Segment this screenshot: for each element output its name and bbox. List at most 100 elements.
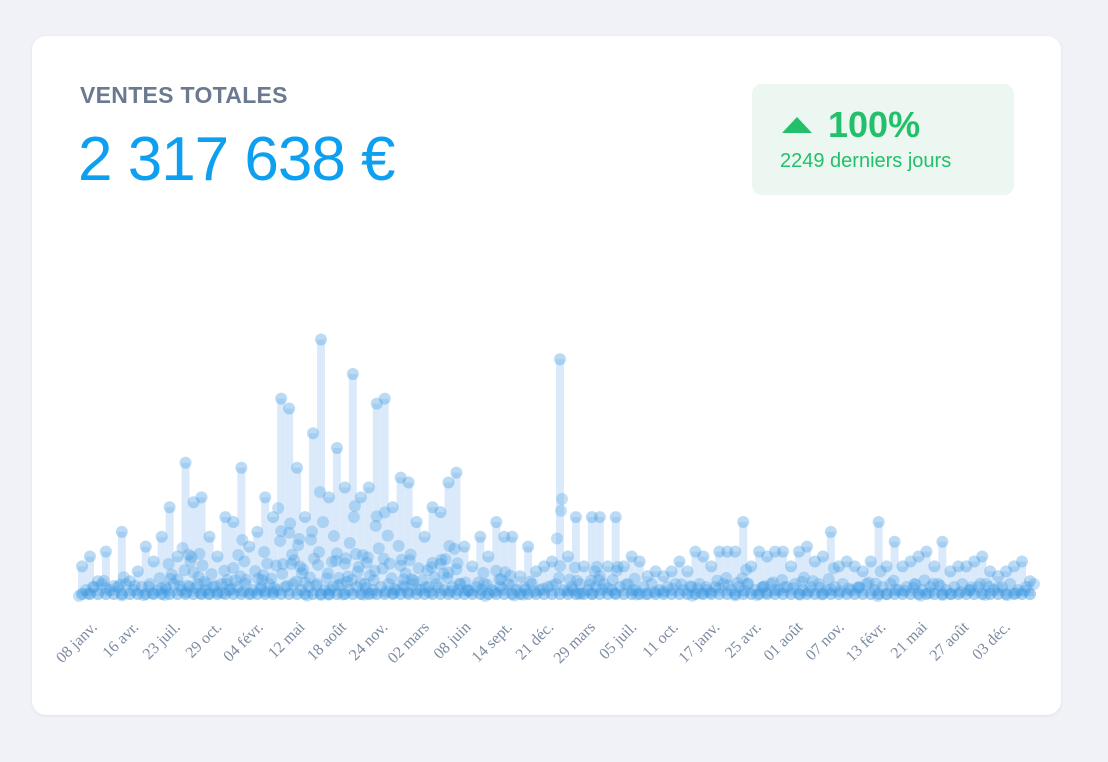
data-point <box>227 588 240 600</box>
data-point <box>346 588 359 600</box>
data-point <box>103 584 116 596</box>
data-point <box>163 588 176 600</box>
data-stem <box>667 571 676 596</box>
data-point <box>585 511 598 524</box>
data-point <box>329 554 342 567</box>
data-point <box>189 581 202 594</box>
data-point <box>705 588 718 600</box>
data-point <box>382 578 395 590</box>
data-stem <box>476 536 485 596</box>
data-point <box>856 588 869 600</box>
data-point <box>928 588 941 600</box>
data-point <box>271 584 284 596</box>
data-point <box>272 502 285 515</box>
data-point <box>259 585 272 598</box>
data-point <box>518 581 531 593</box>
data-stem <box>356 497 365 596</box>
x-tick-label: 13 févr. <box>843 619 890 666</box>
data-point <box>514 588 527 600</box>
data-point <box>876 581 889 593</box>
data-point <box>557 584 570 596</box>
data-point <box>339 552 352 565</box>
data-stem <box>165 507 174 596</box>
data-point <box>793 588 806 601</box>
data-point <box>553 560 566 573</box>
data-point <box>561 584 574 597</box>
data-point <box>370 588 383 600</box>
data-point <box>327 530 340 543</box>
data-point <box>356 549 369 562</box>
x-tick-label: 18 août <box>304 618 350 664</box>
data-point <box>227 562 240 575</box>
data-point <box>73 590 85 602</box>
data-stem <box>524 546 533 596</box>
data-point <box>853 581 866 594</box>
data-point <box>299 511 312 524</box>
data-point <box>920 588 933 600</box>
data-point <box>346 368 359 380</box>
data-point <box>499 566 512 579</box>
data-point <box>669 578 682 590</box>
data-point <box>458 588 471 600</box>
arrow-up-icon <box>782 117 812 133</box>
data-point <box>182 548 195 561</box>
x-tick-label: 14 sept. <box>469 619 516 666</box>
data-point <box>685 581 698 593</box>
data-point <box>312 546 325 559</box>
data-point <box>320 572 333 585</box>
data-point <box>158 588 171 601</box>
data-point <box>160 583 173 596</box>
data-stem <box>245 546 254 596</box>
data-stem <box>635 561 644 596</box>
data-point <box>310 579 323 592</box>
data-point <box>965 581 978 594</box>
data-stem <box>253 531 262 596</box>
data-stem <box>404 482 413 596</box>
data-point <box>97 574 110 587</box>
data-point <box>385 572 398 585</box>
data-point <box>247 584 260 596</box>
data-point <box>290 575 303 588</box>
data-stem <box>309 433 318 596</box>
data-stem <box>332 448 341 596</box>
data-point <box>486 584 499 596</box>
data-point <box>713 582 726 595</box>
data-point <box>700 580 713 593</box>
data-point <box>292 539 305 552</box>
data-stem <box>914 556 923 596</box>
data-stem <box>747 566 756 596</box>
data-point <box>326 581 339 593</box>
data-point <box>1012 584 1025 596</box>
data-point <box>283 588 296 600</box>
data-point <box>162 558 175 571</box>
data-point <box>238 555 251 568</box>
data-point <box>695 587 708 600</box>
data-point <box>330 547 343 560</box>
data-stem <box>93 581 102 596</box>
data-point <box>546 588 559 600</box>
data-point <box>758 580 771 593</box>
data-point <box>530 588 543 600</box>
data-point <box>117 571 130 584</box>
data-point <box>617 560 630 573</box>
data-point <box>812 578 825 590</box>
data-point <box>418 588 431 600</box>
data-point <box>362 588 375 600</box>
data-point <box>522 588 535 600</box>
data-point <box>590 560 603 573</box>
data-point <box>880 588 893 600</box>
data-point <box>992 588 1005 600</box>
data-point <box>592 574 605 587</box>
data-point <box>251 588 264 600</box>
data-stem <box>794 551 803 596</box>
data-point <box>131 565 144 578</box>
data-point <box>573 578 586 590</box>
data-point <box>477 566 490 579</box>
x-tick-label: 24 nov. <box>346 619 391 664</box>
data-point <box>283 526 296 539</box>
data-point <box>443 539 456 552</box>
data-point <box>229 574 242 587</box>
data-point <box>945 588 958 601</box>
data-point <box>176 542 189 555</box>
data-point <box>365 587 378 600</box>
